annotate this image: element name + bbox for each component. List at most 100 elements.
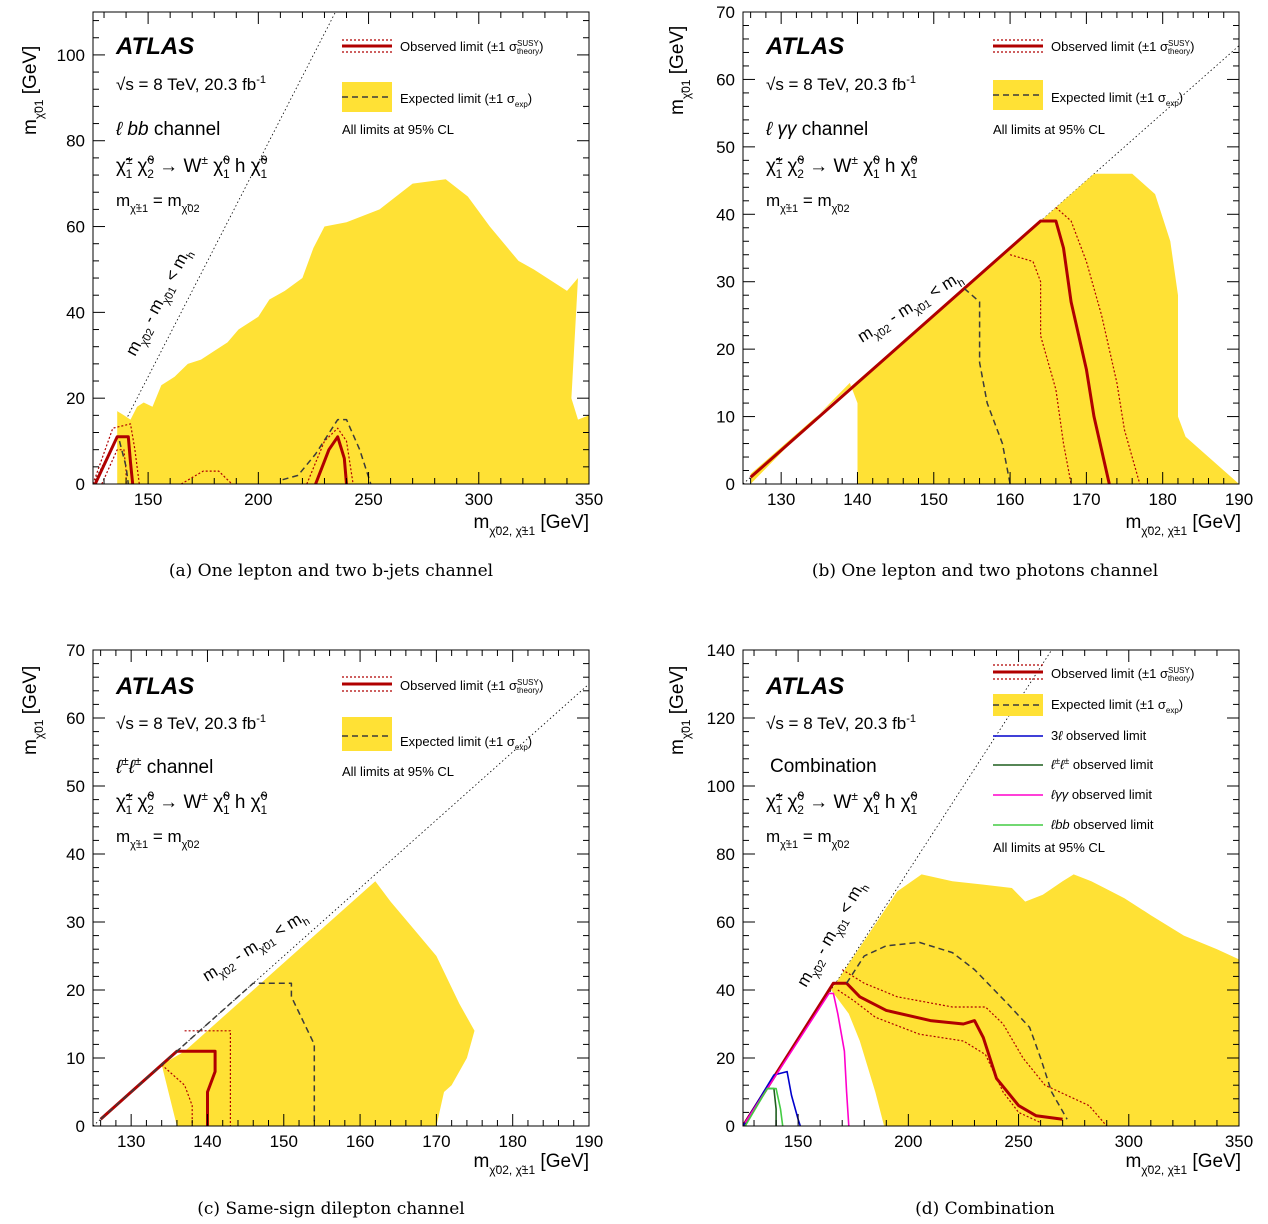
- x-tick-label: 180: [1149, 490, 1177, 509]
- y-tick-label: 0: [726, 475, 735, 494]
- caption-c: (c) Same-sign dilepton channel: [197, 1199, 464, 1219]
- x-tick-label: 190: [1225, 490, 1253, 509]
- series-a-6: [282, 418, 372, 484]
- channel-label-d: Combination: [770, 756, 877, 777]
- expected-band-b: [750, 173, 1239, 484]
- x-tick-label: 250: [354, 490, 382, 509]
- y-tick-label: 100: [707, 777, 735, 796]
- series-a-8: [314, 435, 348, 484]
- series-a-2: [93, 423, 140, 484]
- series-a-3: [101, 449, 127, 484]
- atlas-label-b: ATLAS: [765, 33, 844, 60]
- y-tick-label: 70: [716, 3, 735, 22]
- atlas-label-c: ATLAS: [115, 673, 194, 700]
- legend-3l-d: 3ℓ observed limit: [1051, 728, 1147, 743]
- panel-a: 150 200 250 300 350 0 20 40 60 80 100 ATLAS √s = 8…: [20, 11, 603, 581]
- legend-cl-a: All limits at 95% CL: [342, 122, 454, 137]
- energy-label-a: √s = 8 TeV, 20.3 fb-1: [116, 74, 266, 94]
- process-label-d: χ̃± 1 χ̃0 2 → W± χ̃0 1 h χ̃0 1: [766, 789, 918, 817]
- x-tick-label: 130: [767, 490, 795, 509]
- panel-b: 130 140 150 160 170 180 190 0 10 20 30 40 50 60 70 ATL…: [667, 3, 1253, 581]
- atlas-label-d: ATLAS: [765, 673, 844, 700]
- y-tick-label: 0: [726, 1117, 735, 1136]
- process-label-b: χ̃± 1 χ̃0 2 → W± χ̃0 1 h χ̃0 1: [766, 153, 918, 181]
- series-a-4: [180, 470, 233, 484]
- y-tick-label: 60: [66, 218, 85, 237]
- y-tick-label: 10: [716, 408, 735, 427]
- y-tick-label: 120: [707, 709, 735, 728]
- channel-label-b: ℓ γγ channel: [765, 119, 868, 140]
- ylabel-d: mχ̃01 [GeV]: [667, 666, 693, 755]
- energy-label-d: √s = 8 TeV, 20.3 fb-1: [766, 713, 916, 733]
- y-tick-label: 100: [57, 46, 85, 65]
- y-tick-label: 0: [76, 1117, 85, 1136]
- energy-label-b: √s = 8 TeV, 20.3 fb-1: [766, 74, 916, 94]
- kinematic-diagonal: [93, 12, 336, 484]
- x-tick-label: 170: [422, 1132, 450, 1151]
- panel-b-frame: [742, 11, 1240, 485]
- mass-relation-b: mχ̃±1 = mχ̃02: [766, 191, 850, 215]
- panel-d-ticks: 150 200 250 300 350 0 20 40 60 80 100 120 140: [707, 641, 1254, 1151]
- mass-relation-c: mχ̃±1 = mχ̃02: [116, 827, 200, 851]
- x-tick-label: 300: [1115, 1132, 1143, 1151]
- legend-cl-d: All limits at 95% CL: [993, 840, 1105, 855]
- x-tick-label: 170: [1072, 490, 1100, 509]
- legend-lbb-d: ℓbb observed limit: [1051, 817, 1154, 832]
- x-tick-label: 180: [499, 1132, 527, 1151]
- legend-cl-b: All limits at 95% CL: [993, 122, 1105, 137]
- y-tick-label: 0: [76, 475, 85, 494]
- x-tick-label: 150: [920, 490, 948, 509]
- series-d-8: [744, 1087, 784, 1126]
- channel-label-c: ℓ±ℓ± channel: [115, 754, 213, 778]
- energy-label-c: √s = 8 TeV, 20.3 fb-1: [116, 713, 266, 733]
- legend-a: Observed limit (±1 σSUSY theory) Expected…: [342, 39, 543, 137]
- expected-band-d: [831, 874, 1239, 1126]
- x-tick-label: 130: [117, 1132, 145, 1151]
- legend-observed-a: Observed limit (±1 σSUSY theory): [400, 39, 543, 56]
- panel-b-ticks: 130 140 150 160 170 180 190 0 10 20 30 40 50 60 70: [716, 3, 1253, 509]
- panel-d-frame: [742, 649, 1240, 1127]
- panel-a-frame: [92, 11, 590, 485]
- expected-band-a: [117, 179, 589, 484]
- x-tick-label: 140: [193, 1132, 221, 1151]
- panel-d-marks: [743, 650, 1239, 1126]
- y-tick-label: 80: [716, 845, 735, 864]
- x-tick-label: 200: [894, 1132, 922, 1151]
- legend-observed-c: Observed limit (±1 σSUSY theory): [400, 678, 543, 695]
- x-tick-label: 200: [244, 490, 272, 509]
- ylabel-b: mχ̃01 [GeV]: [667, 26, 693, 115]
- xlabel-d: mχ̃02, χ̃±1 [GeV]: [1125, 1151, 1241, 1177]
- y-tick-label: 60: [716, 913, 735, 932]
- x-tick-label: 140: [843, 490, 871, 509]
- legend-cl-c: All limits at 95% CL: [342, 764, 454, 779]
- x-tick-label: 160: [346, 1132, 374, 1151]
- mass-relation-a: mχ̃±1 = mχ̃02: [116, 191, 200, 215]
- legend-b: Observed limit (±1 σSUSY theory) Expected…: [993, 39, 1194, 137]
- y-tick-label: 30: [716, 273, 735, 292]
- x-tick-label: 300: [465, 490, 493, 509]
- xlabel-c: mχ̃02, χ̃±1 [GeV]: [473, 1151, 589, 1177]
- legend-expected-d: Expected limit (±1 σexp): [1051, 697, 1183, 715]
- x-tick-label: 250: [1004, 1132, 1032, 1151]
- mass-relation-d: mχ̃±1 = mχ̃02: [766, 827, 850, 851]
- legend-d: Observed limit (±1 σSUSY theory) Expected…: [993, 664, 1194, 855]
- y-tick-label: 70: [66, 641, 85, 660]
- series-d-4: [845, 941, 1068, 1120]
- x-tick-label: 150: [784, 1132, 812, 1151]
- series-b-4: [963, 287, 1011, 484]
- series-d-6: [744, 1087, 777, 1126]
- legend-expected-c: Expected limit (±1 σexp): [400, 734, 532, 752]
- expected-band-c: [161, 881, 475, 1126]
- y-tick-label: 20: [66, 389, 85, 408]
- y-tick-label: 40: [66, 845, 85, 864]
- x-tick-label: 160: [996, 490, 1024, 509]
- ylabel-c: mχ̃01 [GeV]: [20, 666, 46, 755]
- panel-b-marks: [743, 45, 1239, 484]
- y-tick-label: 20: [66, 981, 85, 1000]
- kinematic-diagonal: [93, 683, 589, 1126]
- process-label-c: χ̃± 1 χ̃0 2 → W± χ̃0 1 h χ̃0 1: [116, 789, 268, 817]
- panel-a-ticks: 150 200 250 300 350 0 20 40 60 80 100: [57, 12, 603, 509]
- y-tick-label: 60: [66, 709, 85, 728]
- y-tick-label: 60: [716, 70, 735, 89]
